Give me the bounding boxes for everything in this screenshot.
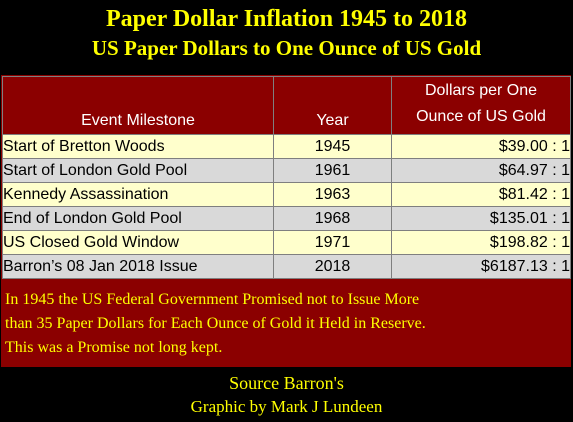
table-header-row: Event Milestone Year Dollars per One Oun… <box>2 76 571 135</box>
cell-dollars: $198.82 : 1 <box>391 230 571 255</box>
cell-year: 1945 <box>273 134 392 159</box>
cell-dollars: $81.42 : 1 <box>391 182 571 207</box>
author-credit: Graphic by Mark J Lundeen <box>190 397 383 416</box>
milestone-table: Event Milestone Year Dollars per One Oun… <box>2 76 571 279</box>
cell-year: 1963 <box>273 182 392 207</box>
cell-year: 2018 <box>273 254 392 279</box>
cell-event: US Closed Gold Window <box>2 230 274 255</box>
table-row: Kennedy Assassination 1963 $81.42 : 1 <box>2 182 571 207</box>
column-header-dollars: Dollars per One Ounce of US Gold <box>391 76 571 135</box>
cell-year: 1968 <box>273 206 392 231</box>
source-credit: Source Barron's <box>229 373 344 393</box>
cell-event: Start of London Gold Pool <box>2 158 274 183</box>
table-row: Barron’s 08 Jan 2018 Issue 2018 $6187.13… <box>2 254 571 279</box>
cell-dollars: $135.01 : 1 <box>391 206 571 231</box>
column-header-dollars-line2: Ounce of US Gold <box>416 108 546 125</box>
table-row: End of London Gold Pool 1968 $135.01 : 1 <box>2 206 571 231</box>
footnote-line: In 1945 the US Federal Government Promis… <box>5 291 420 308</box>
table-row: Start of London Gold Pool 1961 $64.97 : … <box>2 158 571 183</box>
table-panel: Event Milestone Year Dollars per One Oun… <box>1 75 571 367</box>
column-header-event: Event Milestone <box>2 76 274 135</box>
cell-year: 1961 <box>273 158 392 183</box>
chart-subtitle: US Paper Dollars to One Ounce of US Gold <box>91 36 482 60</box>
table-row: Start of Bretton Woods 1945 $39.00 : 1 <box>2 134 571 159</box>
cell-dollars: $64.97 : 1 <box>391 158 571 183</box>
footnote-line: than 35 Paper Dollars for Each Ounce of … <box>5 315 426 332</box>
footnote: In 1945 the US Federal Government Promis… <box>5 288 569 360</box>
column-header-dollars-line1: Dollars per One <box>424 82 538 99</box>
cell-event: Barron’s 08 Jan 2018 Issue <box>2 254 274 279</box>
cell-event: Start of Bretton Woods <box>2 134 274 159</box>
column-header-year: Year <box>273 76 392 135</box>
cell-year: 1971 <box>273 230 392 255</box>
table-row: US Closed Gold Window 1971 $198.82 : 1 <box>2 230 571 255</box>
cell-event: Kennedy Assassination <box>2 182 274 207</box>
footnote-line: This was a Promise not long kept. <box>5 339 223 356</box>
cell-event: End of London Gold Pool <box>2 206 274 231</box>
cell-dollars: $6187.13 : 1 <box>391 254 571 279</box>
cell-dollars: $39.00 : 1 <box>391 134 571 159</box>
chart-title: Paper Dollar Inflation 1945 to 2018 <box>105 6 468 32</box>
